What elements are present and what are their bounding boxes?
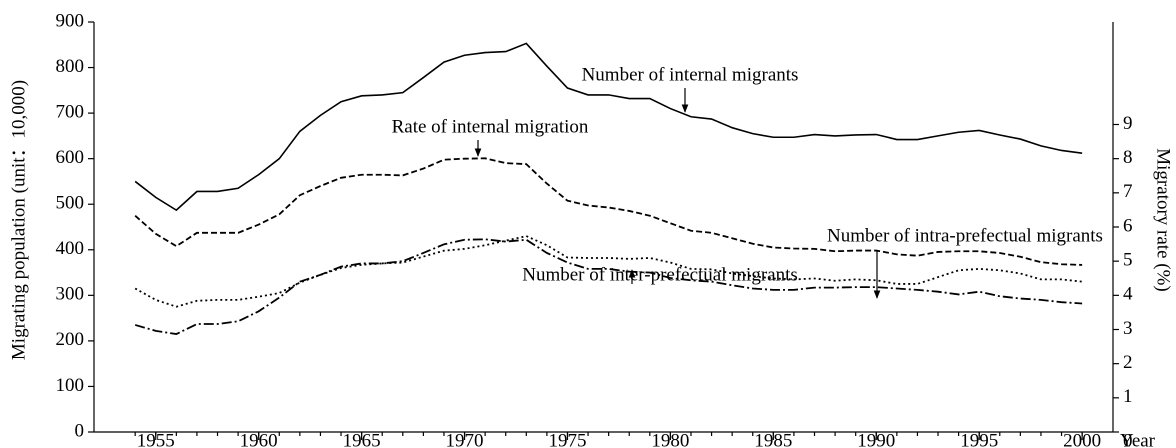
series-label: Number of inter-prefectual migrants bbox=[522, 264, 798, 285]
x-tick-label: 1980 bbox=[651, 430, 689, 448]
y-tick-label: 0 bbox=[75, 420, 85, 441]
y-tick-label: 900 bbox=[56, 10, 85, 31]
series-line bbox=[134, 238, 1083, 335]
y-tick-label: 600 bbox=[56, 147, 85, 168]
y-tick-label: 800 bbox=[56, 56, 85, 77]
x-tick-label: 1975 bbox=[548, 430, 586, 448]
y2-tick-label: 0 bbox=[1123, 430, 1133, 448]
x-tick-label: 1990 bbox=[857, 430, 895, 448]
y2-tick-label: 6 bbox=[1123, 215, 1133, 236]
series-line bbox=[134, 235, 1083, 308]
x-tick-label: 1965 bbox=[343, 430, 381, 448]
series-label: Number of internal migrants bbox=[582, 64, 799, 85]
y2-tick-label: 4 bbox=[1123, 284, 1133, 305]
y-tick-label: 200 bbox=[56, 329, 85, 350]
y-tick-label: 100 bbox=[56, 375, 85, 396]
y2-tick-label: 8 bbox=[1123, 147, 1133, 168]
y-tick-label: 400 bbox=[56, 238, 85, 259]
x-tick-label: 1995 bbox=[960, 430, 998, 448]
x-tick-label: 1985 bbox=[754, 430, 792, 448]
series-line bbox=[134, 157, 1083, 266]
y-tick-label: 500 bbox=[56, 193, 85, 214]
x-tick-label: 1955 bbox=[137, 430, 175, 448]
x-axis-label: Year bbox=[1120, 430, 1156, 448]
y2-tick-label: 9 bbox=[1123, 113, 1133, 134]
y2-tick-label: 1 bbox=[1123, 386, 1133, 407]
y-tick-label: 300 bbox=[56, 284, 85, 305]
x-tick-label: 1970 bbox=[446, 430, 484, 448]
x-tick-label: 1960 bbox=[240, 430, 278, 448]
y-tick-label: 700 bbox=[56, 101, 85, 122]
series-line bbox=[134, 42, 1083, 212]
series-label: Number of intra-prefectual migrants bbox=[827, 225, 1103, 246]
y2-axis-label: Migratory rate (%) bbox=[1153, 148, 1174, 292]
series-label: Rate of internal migration bbox=[392, 116, 589, 137]
y2-tick-label: 2 bbox=[1123, 352, 1133, 373]
y2-tick-label: 3 bbox=[1123, 318, 1133, 339]
y2-tick-label: 7 bbox=[1123, 181, 1133, 202]
y2-tick-label: 5 bbox=[1123, 250, 1133, 271]
x-tick-label: 2000 bbox=[1063, 430, 1101, 448]
y-axis-label: Migrating population (unit：10,000) bbox=[8, 80, 29, 360]
